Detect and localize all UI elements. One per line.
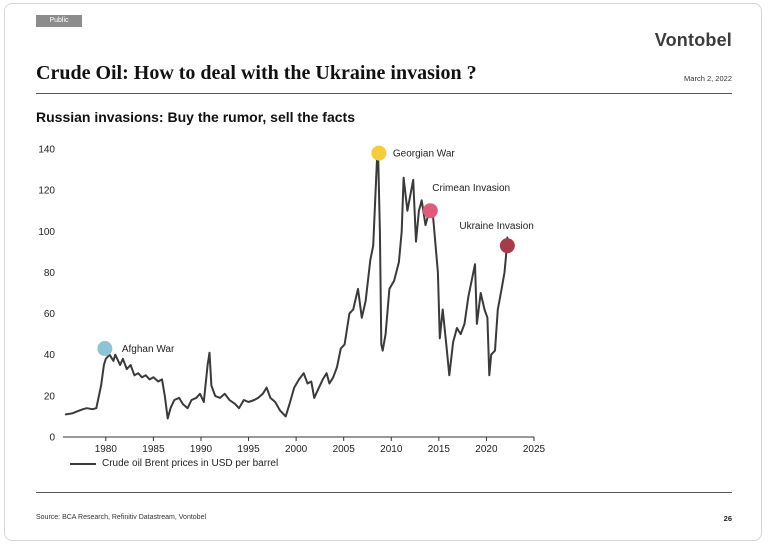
report-date: March 2, 2022	[684, 74, 732, 83]
event-marker	[97, 341, 113, 357]
brand-logo: Vontobel	[654, 30, 732, 50]
event-marker	[422, 203, 438, 219]
y-tick-label: 40	[44, 350, 56, 361]
page-number: 26	[723, 514, 732, 523]
brent-price-line	[64, 148, 509, 420]
classification-badge: Public	[36, 15, 82, 27]
x-tick-label: 2010	[380, 444, 403, 455]
event-marker	[371, 145, 387, 161]
series-layer	[64, 148, 509, 420]
y-axis: 0 20 40 60 80 100 120 140	[38, 145, 55, 444]
x-axis: 1980 1985 1990 1995 2000 2005 2010 2015 2020 2025	[63, 436, 546, 455]
y-tick-label: 120	[38, 186, 55, 197]
chart-legend: Crude oil Brent prices in USD per barrel	[70, 458, 278, 469]
y-tick-label: 80	[44, 268, 56, 279]
x-tick-label: 2005	[333, 444, 356, 455]
legend-label: Crude oil Brent prices in USD per barrel	[102, 458, 279, 469]
x-tick-label: 2015	[428, 444, 451, 455]
x-tick-label: 2025	[523, 444, 546, 455]
chart-title: Russian invasions: Buy the rumor, sell t…	[36, 109, 355, 125]
x-tick-label: 2020	[475, 444, 498, 455]
legend-swatch	[70, 462, 96, 465]
slide-frame	[4, 3, 762, 541]
x-tick-label: 2000	[285, 444, 308, 455]
event-label: Crimean Invasion	[432, 183, 510, 194]
x-tick-label: 1995	[237, 444, 260, 455]
page-title: Crude Oil: How to deal with the Ukraine …	[36, 62, 477, 84]
header-divider	[36, 93, 732, 94]
annotation-layer: Afghan War Georgian War Crimean Invasion Uk…	[97, 145, 534, 357]
y-tick-label: 60	[44, 309, 56, 320]
y-tick-label: 140	[38, 145, 55, 156]
y-tick-label: 0	[49, 433, 55, 444]
y-tick-label: 100	[38, 227, 55, 238]
x-tick-label: 1985	[142, 444, 165, 455]
event-marker	[499, 238, 515, 254]
source-note: Source: BCA Research, Refinitiv Datastre…	[36, 514, 207, 521]
x-tick-label: 1980	[95, 444, 118, 455]
y-tick-label: 20	[44, 391, 56, 402]
footer-divider	[36, 492, 732, 493]
event-label: Afghan War	[122, 344, 175, 355]
x-tick-label: 1990	[190, 444, 213, 455]
event-label: Ukraine Invasion	[459, 221, 533, 232]
event-label: Georgian War	[393, 149, 456, 160]
